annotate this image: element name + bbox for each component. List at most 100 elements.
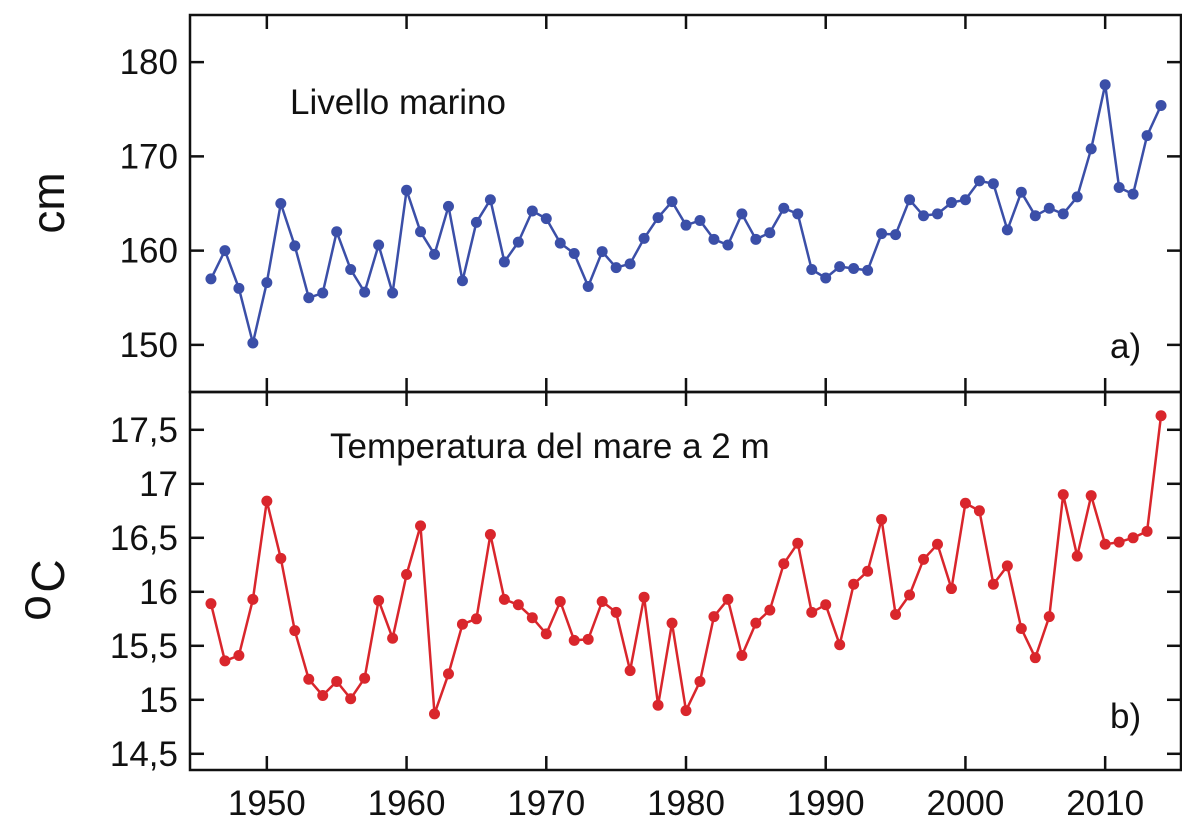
data-point <box>1141 130 1153 142</box>
data-point <box>694 214 706 226</box>
data-point <box>764 604 776 616</box>
data-point <box>736 650 748 662</box>
panel-a-tag: a) <box>1110 327 1141 366</box>
data-point <box>722 593 734 605</box>
data-point <box>904 589 916 601</box>
data-point <box>862 565 874 577</box>
data-point <box>959 194 971 206</box>
data-point <box>750 617 762 629</box>
data-point <box>289 240 301 252</box>
data-point <box>456 618 468 630</box>
data-point <box>373 594 385 606</box>
panel-b-ylabel-unit: C <box>22 559 74 592</box>
data-point <box>442 668 454 680</box>
data-point <box>470 613 482 625</box>
y-tick-label: 15 <box>139 681 178 720</box>
data-point <box>317 287 329 299</box>
data-point <box>1141 525 1153 537</box>
data-point <box>1057 208 1069 220</box>
data-point <box>1043 611 1055 623</box>
data-point <box>792 208 804 220</box>
data-point <box>1099 79 1111 91</box>
data-point <box>289 625 301 637</box>
data-point <box>694 675 706 687</box>
data-point <box>876 513 888 525</box>
data-point <box>554 596 566 608</box>
data-point <box>247 593 259 605</box>
data-point <box>401 184 413 196</box>
data-point <box>820 599 832 611</box>
x-tick-label: 2010 <box>1066 784 1144 823</box>
x-tick-label: 1980 <box>647 784 725 823</box>
data-point <box>1001 224 1013 236</box>
data-point <box>568 634 580 646</box>
data-point <box>806 263 818 275</box>
data-point <box>303 673 315 685</box>
data-point <box>582 280 594 292</box>
data-point <box>596 596 608 608</box>
data-point <box>652 212 664 224</box>
data-point <box>205 273 217 285</box>
data-point <box>498 256 510 268</box>
data-point <box>498 593 510 605</box>
y-tick-label: 17,5 <box>110 411 178 450</box>
data-point <box>387 287 399 299</box>
data-point <box>918 553 930 565</box>
data-point <box>596 246 608 258</box>
x-tick-label: 2000 <box>926 784 1004 823</box>
data-point <box>345 263 357 275</box>
data-point <box>987 578 999 590</box>
data-point <box>484 194 496 206</box>
panel-b-title: Temperatura del mare a 2 m <box>330 427 770 466</box>
y-tick-label: 180 <box>120 43 178 82</box>
data-point <box>275 552 287 564</box>
data-point <box>848 578 860 590</box>
y-tick-label: 16 <box>139 573 178 612</box>
data-point <box>484 529 496 541</box>
data-point <box>778 558 790 570</box>
data-point <box>778 202 790 214</box>
data-point <box>764 227 776 239</box>
data-point <box>931 208 943 220</box>
data-point <box>792 537 804 549</box>
data-point <box>610 606 622 618</box>
x-tick-label: 1970 <box>507 784 585 823</box>
data-point <box>512 236 524 248</box>
data-point <box>973 505 985 517</box>
data-point <box>708 611 720 623</box>
panel-a-title: Livello marino <box>290 83 506 122</box>
data-point <box>303 292 315 304</box>
data-point <box>429 248 441 260</box>
data-point <box>1001 560 1013 572</box>
x-tick-label: 1950 <box>228 784 306 823</box>
data-point <box>233 282 245 294</box>
data-point <box>359 286 371 298</box>
data-point <box>526 205 538 217</box>
data-point <box>1085 143 1097 155</box>
data-point <box>275 198 287 209</box>
data-point <box>205 598 217 610</box>
data-point <box>1029 210 1041 222</box>
data-point <box>1071 191 1083 203</box>
y-tick-label: 15,5 <box>110 627 178 666</box>
data-point <box>722 239 734 251</box>
y-tick-label: 16,5 <box>110 519 178 558</box>
data-point <box>1155 410 1167 422</box>
data-point <box>387 632 399 644</box>
data-point <box>834 639 846 651</box>
data-point <box>1043 202 1055 214</box>
y-tick-label: 14,5 <box>110 735 178 774</box>
data-point <box>1099 538 1111 550</box>
data-point <box>848 263 860 275</box>
data-point <box>470 216 482 228</box>
data-point <box>680 219 692 231</box>
x-tick-label: 1960 <box>368 784 446 823</box>
data-point <box>331 675 343 687</box>
data-point <box>638 591 650 603</box>
data-point <box>904 194 916 206</box>
y-tick-label: 17 <box>139 465 178 504</box>
panel-a-ylabel: cm <box>22 172 74 233</box>
y-tick-label: 170 <box>120 137 178 176</box>
data-point <box>568 247 580 259</box>
